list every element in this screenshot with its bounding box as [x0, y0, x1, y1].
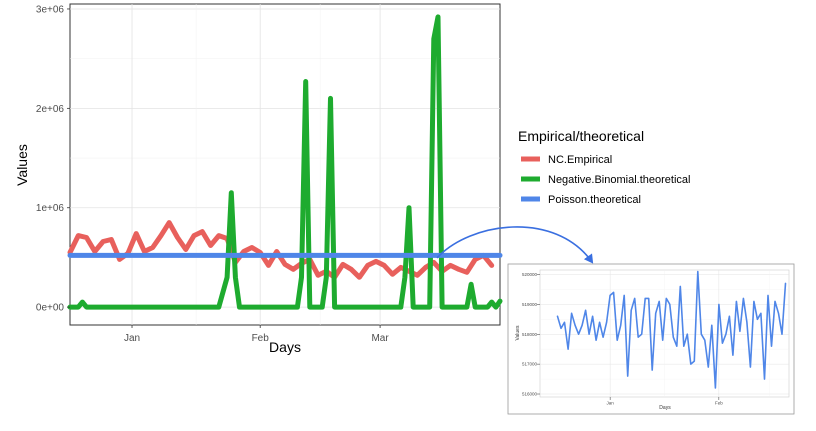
- zoom-arrow: [436, 226, 594, 264]
- inset-grid: [540, 270, 789, 397]
- negative-binomial-theoretical-line: [67, 14, 503, 310]
- y-tick-label: 520000: [522, 272, 538, 277]
- legend-label-poisson-theoretical: Poisson.theoretical: [548, 194, 641, 206]
- y-tick-label: 1e+06: [36, 203, 65, 214]
- y-tick-label: 517000: [522, 362, 538, 367]
- main-y-ticks: 0e+00 1e+06 2e+06 3e+06: [36, 4, 70, 314]
- y-tick-label: 519000: [522, 302, 538, 307]
- y-tick-label: 516000: [522, 392, 538, 397]
- legend-label-nc-empirical: NC.Empirical: [548, 154, 612, 166]
- inset-series: [556, 270, 787, 389]
- legend-title: Empirical/theoretical: [518, 128, 644, 144]
- y-tick-label: 0e+00: [36, 303, 65, 314]
- main-chart: 0e+00 1e+06 2e+06 3e+06 Jan Feb Mar Days Valu…: [14, 3, 503, 355]
- inset-x-axis-label: Days: [659, 405, 671, 411]
- y-tick-label: 518000: [522, 332, 538, 337]
- x-tick-label: Jan: [607, 401, 615, 406]
- y-tick-label: 2e+06: [36, 104, 65, 115]
- x-tick-label: Mar: [371, 333, 389, 344]
- main-x-ticks: Jan Feb Mar: [124, 325, 389, 344]
- x-tick-label: Feb: [252, 333, 270, 344]
- legend-items: NC.Empirical Negative.Binomial.theoretica…: [521, 154, 690, 206]
- main-y-axis-label: Values: [14, 144, 30, 186]
- legend: Empirical/theoretical NC.Empirical Negati…: [518, 128, 690, 206]
- x-tick-label: Feb: [715, 401, 723, 406]
- inset-y-ticks: 516000 517000 518000 519000 520000: [522, 272, 540, 397]
- poisson-theoretical-line: [556, 270, 787, 389]
- nc-empirical-line: [67, 220, 495, 280]
- legend-label-negative-binomial-theoretical: Negative.Binomial.theoretical: [548, 174, 690, 186]
- inset-y-axis-label: Values: [515, 325, 521, 340]
- x-tick-label: Jan: [124, 333, 140, 344]
- main-series: [67, 14, 503, 310]
- main-x-axis-label: Days: [269, 339, 301, 355]
- y-tick-label: 3e+06: [36, 4, 65, 15]
